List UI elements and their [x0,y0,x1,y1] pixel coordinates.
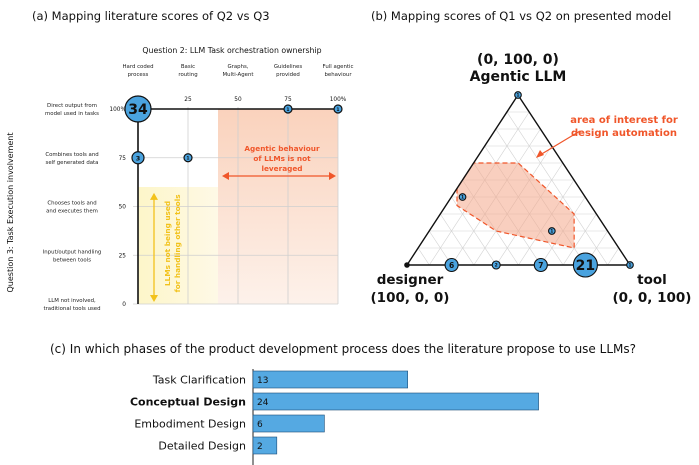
bar [252,414,325,433]
bubble-label: 3 [136,154,141,162]
tri-bubble-label: 6 [449,261,454,270]
tri-bubble-label: 1 [550,229,553,235]
y-category-label: Combines tools and self generated data [45,152,98,166]
y-category-label: LLM not involved, traditional tools used [43,298,100,312]
designer-vertex-dot [404,262,410,268]
triangle-outline [405,93,632,266]
tri-grid-line [440,213,475,266]
bar [252,370,408,389]
top-name-label: Agentic LLM [470,69,567,85]
bubble [183,153,193,163]
y-tick-label: 0 [122,302,126,308]
tri-grid-line [417,247,430,266]
tri-bubble [458,193,467,201]
panel-a-title: (a) Mapping literature scores of Q2 vs Q… [32,9,270,23]
tri-bubble [491,260,501,270]
yellow-arrowhead-bottom [150,295,158,302]
tri-grid-line [562,213,597,266]
bar-value-label: 6 [257,420,263,430]
area-of-interest-annotation: area of interest for design automation [570,115,678,139]
tri-bubble-label: 1 [628,263,631,269]
right-coord-label: (0, 0, 100) [613,290,692,306]
x-category-label: Guidelines provided [274,64,303,78]
panel-c-title: (c) In which phases of the product devel… [50,342,636,356]
tri-bubble [533,257,548,273]
left-name-label: designer [377,272,444,288]
panel-a-chart: Question 2: LLM Task orchestration owner… [6,46,354,312]
tri-grid-line [451,196,497,266]
y-category-label: Input/output handling between tools [43,249,102,263]
bar-value-label: 13 [257,376,268,386]
annotation-arrowhead [536,150,544,158]
x-tick-label: 100% [330,97,347,103]
bar-category-label: Conceptual Design [130,396,246,409]
top-coord-label: (0, 100, 0) [477,52,559,68]
x-category-label: Full agentic behaviour [323,64,354,78]
orange-arrowhead-right [329,172,336,180]
x-category-label: Hard coded process [122,64,153,78]
bar [252,392,539,411]
bar-value-label: 2 [257,442,263,452]
tri-grid-line [607,247,620,266]
tri-bubble-label: 1 [461,195,464,201]
y-tick-label: 75 [119,156,127,162]
area-of-interest-region [456,162,575,249]
orange-annotation: Agentic behaviour of LLMs is not leveraged [244,144,320,173]
yellow-annotation: LLMs not being usedfor handling other to… [163,194,182,292]
tri-bubble-label: 7 [538,261,543,270]
q2-header: Question 2: LLM Task orchestration owner… [142,46,321,55]
y-tick-label: 50 [119,205,127,211]
bar-category-label: Embodiment Design [134,418,246,431]
y-tick-label: 25 [119,253,127,259]
tri-bubble-label: 21 [576,258,595,274]
tri-bubble [444,257,459,273]
bubble-label: 34 [128,102,148,118]
panel-b-title: (b) Mapping scores of Q1 vs Q2 on presen… [371,9,672,23]
bubble [333,104,343,114]
x-tick-label: 25 [184,97,192,103]
annotation-arrow-line [539,130,581,156]
x-tick-label: 50 [234,97,242,103]
x-category-label: Basic routing [178,64,197,78]
bubble [124,95,152,123]
tri-grid-line [506,111,608,266]
bubble-label: 1 [336,107,339,113]
bubble-label: 1 [286,107,289,113]
tri-bubble-label: 2 [495,263,498,269]
tri-bubble [514,91,522,99]
panel-c-chart: Task Clarification 13 Conceptual Design 24 E… [130,369,539,465]
y-tick-label: 100% [109,107,126,113]
orange-arrowhead-left [222,172,229,180]
y-category-label: Chooses tools and and executes them [46,201,98,215]
panel-b-chart: (0, 100, 0)Agentic LLM designer (100, 0, 0… [371,52,692,306]
tri-bubble-label: 1 [516,93,519,99]
bubble-label: 1 [186,156,189,162]
x-category-label: Graphs, Multi-Agent [223,64,254,78]
bubble [131,151,145,165]
left-coord-label: (100, 0, 0) [371,290,450,306]
bar [252,436,278,455]
tri-bubble [548,227,556,235]
bubble [283,104,293,114]
bar-value-label: 24 [257,398,269,408]
q3-axis-label: Question 3: Task Execution involvement [6,133,15,293]
yellow-arrowhead-top [150,192,158,200]
tri-bubble [572,252,598,278]
x-tick-label: 75 [284,97,292,103]
y-category-label: Direct output from model used in tasks [45,103,99,117]
right-name-label: tool [637,272,667,288]
bar-category-label: Task Clarification [152,374,246,387]
bar-category-label: Detailed Design [158,440,246,453]
tri-bubble [626,261,634,269]
